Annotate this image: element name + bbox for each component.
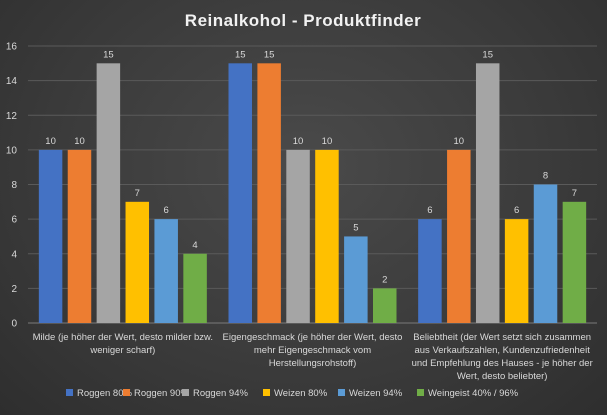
bar [154,219,178,323]
bar [533,184,558,323]
data-label: 5 [353,222,358,233]
data-label: 10 [454,136,465,147]
bar [286,149,310,323]
y-tick-label: 10 [6,145,18,156]
data-label: 15 [235,49,246,60]
bar [67,149,92,323]
legend-label: Weizen 80% [274,388,328,399]
legend-swatch [263,389,270,396]
bar [315,149,339,323]
legend-label: Weizen 94% [349,388,403,399]
y-tick-label: 12 [6,111,18,122]
data-label: 10 [293,136,304,147]
y-axis-ticks: 0 2 4 6 8 10 12 14 16 [6,42,18,330]
bar [562,201,587,323]
bar [38,149,63,323]
legend-swatch [338,389,345,396]
data-label: 15 [264,49,275,60]
legend-swatch [123,389,130,396]
bar [373,288,397,323]
data-label: 6 [164,205,169,216]
bar [447,149,471,323]
data-label: 7 [135,188,140,199]
bars [38,63,587,323]
chart-title: Reinalkohol - Produktfinder [185,11,421,30]
y-tick-label: 0 [11,319,17,330]
data-label: 7 [572,188,577,199]
bar [125,201,150,323]
category-labels: Milde (je höher der Wert, desto milder b… [33,332,593,382]
data-label: 10 [74,136,85,147]
y-tick-label: 4 [11,249,17,260]
legend-label: Weingeist 40% / 96% [428,388,519,399]
category-label: Beliebtheit (der Wert setzt sich zusamme… [412,332,593,382]
category-label: Milde (je höher der Wert, desto milder b… [33,332,213,356]
y-tick-label: 6 [11,215,17,226]
legend-swatch [66,389,73,396]
bar [344,236,368,323]
category-label: Eigengeschmack (je höher der Wert, desto… [223,332,403,369]
data-label: 8 [543,171,548,182]
data-label: 10 [45,136,56,147]
bar [96,63,121,323]
data-label: 2 [382,274,387,285]
y-tick-label: 14 [6,76,18,87]
legend-label: Roggen 80% [77,388,132,399]
data-label: 6 [514,205,519,216]
bar [418,219,442,323]
data-labels: 10 10 15 7 6 4 15 15 10 10 5 2 6 10 15 6 8 7 [45,49,577,285]
data-label: 6 [427,205,432,216]
bar [183,253,207,323]
legend-swatch [417,389,424,396]
bar [504,219,529,323]
y-tick-label: 2 [11,284,17,295]
bar [228,63,252,323]
legend: Roggen 80% Roggen 90% Roggen 94% Weizen 80%… [66,388,519,399]
data-label: 4 [192,240,197,251]
data-label: 15 [103,49,114,60]
bar [475,63,500,323]
bar [257,63,281,323]
data-label: 15 [482,49,493,60]
y-tick-label: 8 [11,180,17,191]
legend-label: Roggen 90% [134,388,189,399]
grid [28,45,597,324]
y-tick-label: 16 [6,42,18,53]
legend-swatch [182,389,189,396]
legend-label: Roggen 94% [193,388,248,399]
data-label: 10 [322,136,333,147]
